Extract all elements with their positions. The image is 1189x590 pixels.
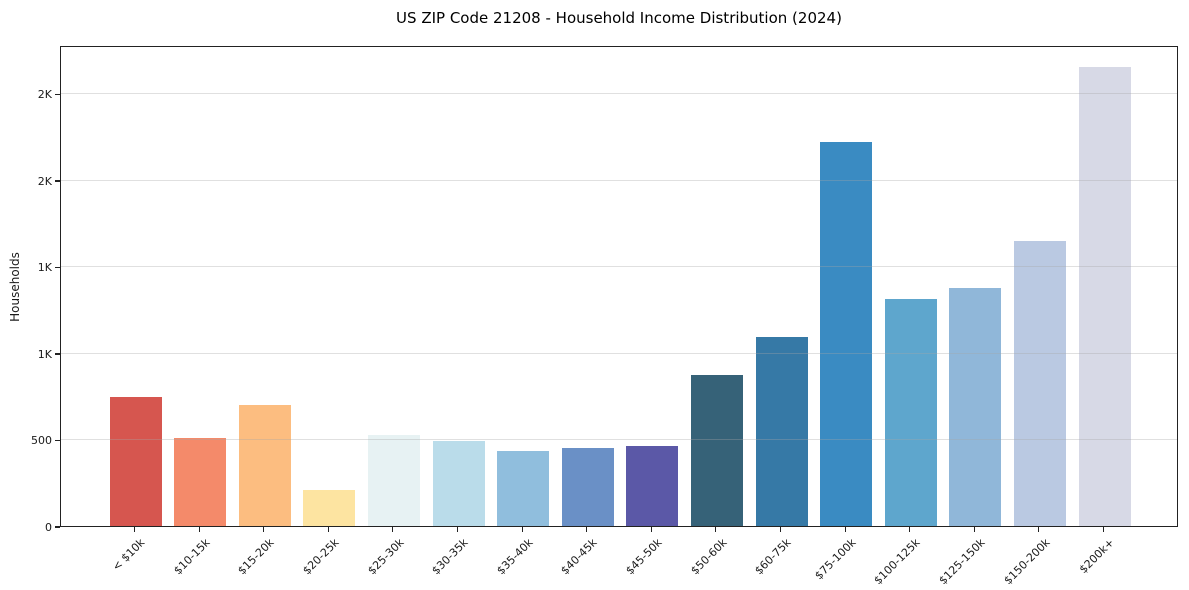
y-tick-mark: [55, 526, 60, 528]
bar-$20-25k: [303, 489, 356, 526]
x-tick-label-text: $25-30k: [364, 536, 407, 578]
x-tick-mark: [650, 527, 652, 532]
x-tick-label-text: $125-150k: [936, 536, 988, 588]
x-tick-mark: [779, 527, 782, 532]
x-tick-mark: [198, 527, 200, 532]
bar-$35-40k: [497, 450, 550, 526]
x-tick-mark: [973, 527, 975, 532]
gridline-1500: [61, 266, 1177, 267]
x-tick-label-text: $60-75k: [752, 536, 794, 578]
gridline-500: [61, 439, 1177, 440]
x-tick-mark: [715, 527, 717, 532]
bar-$75-100k: [820, 141, 873, 526]
x-tick-label-text: $40-45k: [558, 536, 600, 578]
y-tick-label: 1K: [37, 261, 52, 274]
x-tick-label-text: $150-200k: [1000, 536, 1053, 588]
x-tick-mark: [1102, 527, 1105, 532]
y-tick-mark: [55, 439, 60, 442]
bar-$150-200k: [1013, 240, 1066, 526]
x-tick-label-text: < $10k: [110, 536, 148, 574]
x-tick-mark: [263, 527, 265, 532]
x-tick-mark: [909, 527, 911, 532]
bar-$10-15k: [174, 437, 227, 526]
x-tick-label-text: $75-100k: [812, 536, 859, 583]
x-tick-mark: [521, 527, 523, 532]
x-tick-mark: [1038, 527, 1040, 532]
x-tick-mark: [133, 527, 136, 532]
x-tick-label-text: $45-50k: [623, 536, 665, 578]
y-tick-mark: [55, 93, 60, 95]
x-tick-label-text: $10-15k: [171, 536, 213, 578]
gridline-2000: [61, 179, 1177, 181]
gridline-2500: [61, 92, 1177, 94]
gridline-1000: [61, 352, 1177, 354]
bar-$125-150k: [949, 288, 1002, 526]
y-tick-label: 500: [31, 434, 52, 447]
x-tick-mark: [392, 527, 394, 532]
x-tick-mark: [844, 527, 846, 532]
bar-$30-35k: [432, 441, 485, 526]
x-tick-mark: [327, 527, 329, 532]
x-tick-label-text: $20-25k: [300, 536, 342, 578]
x-tick-mark: [456, 527, 459, 532]
x-tick-mark: [586, 527, 588, 532]
x-tick-label-text: $50-60k: [687, 536, 730, 578]
y-tick-label: 2K: [37, 87, 52, 101]
x-tick-label-text: $15-20k: [235, 536, 277, 578]
y-tick-label: 1K: [37, 347, 52, 361]
y-tick-mark: [55, 353, 60, 355]
y-tick-label: 2K: [37, 174, 52, 188]
bar-$200k+: [1078, 66, 1131, 526]
x-tick-label-text: $200k+: [1076, 536, 1117, 577]
bar-$45-50k: [626, 446, 679, 526]
bar-< $10k: [109, 397, 162, 526]
y-tick-mark: [55, 266, 60, 269]
x-tick-label-text: $35-40k: [494, 536, 536, 578]
bar-$25-30k: [367, 435, 420, 526]
x-tick-label-text: $30-35k: [429, 536, 471, 578]
bar-$40-45k: [561, 448, 614, 526]
y-tick-mark: [55, 180, 60, 182]
y-tick-label: 0: [45, 520, 52, 534]
bar-$100-125k: [884, 298, 937, 526]
bar-$60-75k: [755, 337, 808, 526]
x-tick-label-text: $100-125k: [871, 536, 923, 588]
plot-area: [60, 46, 1178, 527]
bar-$15-20k: [238, 404, 291, 526]
bar-$50-60k: [690, 374, 743, 526]
chart-title: US ZIP Code 21208 - Household Income Dis…: [396, 9, 842, 27]
